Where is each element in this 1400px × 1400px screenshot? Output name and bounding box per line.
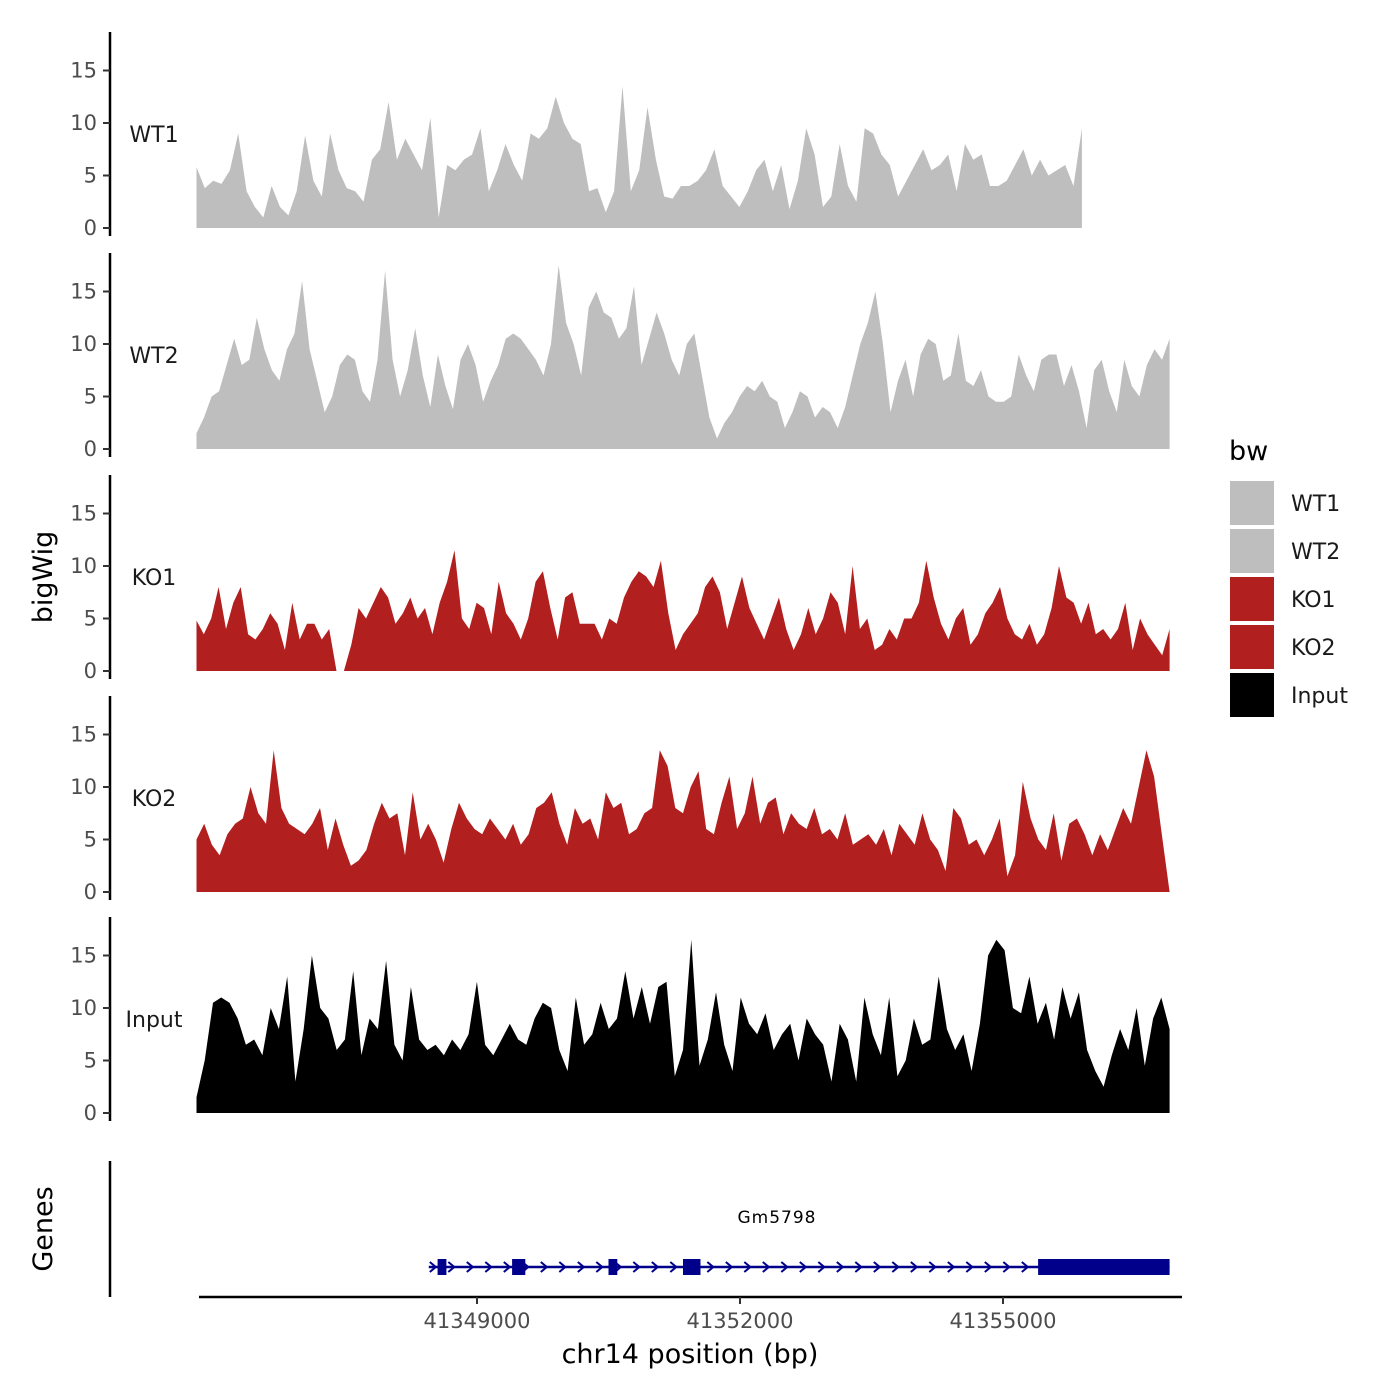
strand-arrow: [577, 1261, 586, 1273]
strand-arrow: [447, 1261, 456, 1273]
track-ko2: 0 5 10 15 KO2: [70, 696, 1170, 904]
x-axis-title: chr14 position (bp): [562, 1339, 819, 1370]
y-tick-label: 10: [70, 332, 97, 356]
strand-arrow: [484, 1261, 493, 1273]
x-tick-label: 41349000: [424, 1309, 531, 1333]
track-wt1: 0 5 10 15 WT1: [70, 32, 1082, 240]
track-label: KO2: [132, 787, 177, 812]
legend: bw WT1 WT2 KO1 KO2 Input: [1229, 436, 1348, 717]
strand-arrow: [632, 1261, 641, 1273]
strand-arrow: [558, 1261, 567, 1273]
track-label: WT2: [129, 344, 178, 369]
bigwig-tracks: 0 5 10 15 WT1 0 5 10 15 WT2 0 5 10 15 KO1 0 5 10 15 KO2 0 5 10…: [70, 32, 1170, 1125]
y-tick-label: 5: [84, 828, 97, 852]
exon: [437, 1259, 447, 1275]
legend-label-ko1: KO1: [1291, 588, 1336, 613]
legend-label-ko2: KO2: [1291, 636, 1336, 661]
y-tick-label: 10: [70, 775, 97, 799]
strand-arrow: [595, 1261, 604, 1273]
legend-label-wt1: WT1: [1291, 492, 1340, 517]
strand-arrow: [1021, 1261, 1030, 1273]
y-tick-label: 0: [84, 216, 97, 240]
x-tick-label: 41355000: [950, 1309, 1057, 1333]
signal-area-input: [196, 939, 1170, 1113]
strand-arrow: [503, 1261, 512, 1273]
legend-title: bw: [1229, 436, 1268, 467]
signal-area-ko2: [196, 750, 1170, 892]
strand-arrow: [706, 1261, 715, 1273]
x-tick-label: 41352000: [687, 1309, 794, 1333]
legend-key-ko1: [1230, 577, 1274, 621]
strand-arrow: [928, 1261, 937, 1273]
strand-arrow: [910, 1261, 919, 1273]
strand-arrow: [466, 1261, 475, 1273]
y-tick-label: 15: [70, 944, 97, 968]
y-tick-label: 5: [84, 607, 97, 631]
exon: [608, 1259, 618, 1275]
strand-arrow: [780, 1261, 789, 1273]
y-tick-label: 15: [70, 59, 97, 83]
y-tick-label: 0: [84, 659, 97, 683]
strand-arrow: [817, 1261, 826, 1273]
y-tick-label: 0: [84, 1101, 97, 1125]
legend-label-input: Input: [1291, 684, 1348, 709]
strand-arrow: [947, 1261, 956, 1273]
y-tick-label: 15: [70, 502, 97, 526]
x-axis: 41349000 41352000 41355000: [199, 1295, 1182, 1333]
strand-arrow: [965, 1261, 974, 1273]
track-input: 0 5 10 15 Input: [70, 917, 1170, 1125]
gene-track: [108, 1161, 1170, 1297]
strand-arrow: [762, 1261, 771, 1273]
y-tick-label: 5: [84, 1049, 97, 1073]
track-ko1: 0 5 10 15 KO1: [70, 475, 1170, 683]
strand-arrow: [743, 1261, 752, 1273]
strand-arrow: [1002, 1261, 1011, 1273]
y-tick-label: 10: [70, 996, 97, 1020]
y-axis-title: bigWig: [28, 531, 59, 624]
strand-arrow: [540, 1261, 549, 1273]
track-label: Input: [126, 1008, 183, 1033]
y-tick-label: 10: [70, 111, 97, 135]
y-tick-label: 10: [70, 554, 97, 578]
legend-label-wt2: WT2: [1291, 540, 1340, 565]
strand-arrow: [725, 1261, 734, 1273]
signal-area-wt2: [196, 265, 1170, 449]
strand-arrow: [984, 1261, 993, 1273]
strand-arrow: [873, 1261, 882, 1273]
y-tick-label: 0: [84, 880, 97, 904]
strand-arrow: [799, 1261, 808, 1273]
track-wt2: 0 5 10 15 WT2: [70, 253, 1170, 461]
signal-area-wt1: [196, 86, 1082, 228]
gene-label: Gm5798: [738, 1208, 817, 1228]
y-tick-label: 5: [84, 385, 97, 409]
strand-arrow: [669, 1261, 678, 1273]
strand-arrow: [836, 1261, 845, 1273]
exon: [1038, 1259, 1170, 1275]
legend-key-wt2: [1230, 529, 1274, 573]
track-label: WT1: [129, 123, 178, 148]
y-tick-label: 15: [70, 723, 97, 747]
track-label: KO1: [132, 566, 177, 591]
strand-arrow: [429, 1261, 438, 1273]
legend-key-input: [1230, 673, 1274, 717]
y-tick-label: 0: [84, 437, 97, 461]
gene-axis-title: Genes: [28, 1186, 59, 1271]
strand-arrow: [891, 1261, 900, 1273]
strand-arrow: [651, 1261, 660, 1273]
signal-area-ko1: [196, 550, 1170, 671]
exon: [683, 1259, 701, 1275]
y-tick-label: 15: [70, 280, 97, 304]
legend-key-wt1: [1230, 481, 1274, 525]
exon: [512, 1259, 526, 1275]
legend-key-ko2: [1230, 625, 1274, 669]
strand-arrow: [854, 1261, 863, 1273]
y-tick-label: 5: [84, 164, 97, 188]
